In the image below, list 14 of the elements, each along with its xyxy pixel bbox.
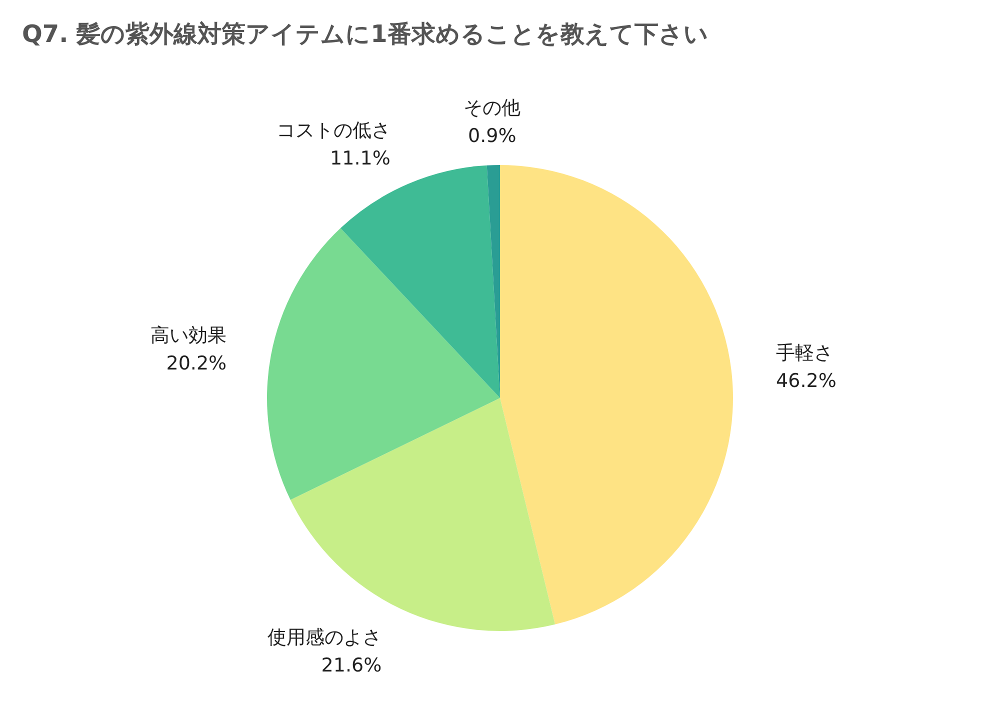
chart-title: Q7. 髪の紫外線対策アイテムに1番求めることを教えて下さい xyxy=(22,20,708,48)
data-label: 0.9% xyxy=(468,125,516,148)
slice-label: その他 xyxy=(464,97,521,120)
data-label: 46.2% xyxy=(776,370,836,392)
slice-label: 手軽さ xyxy=(776,342,834,364)
data-label: 11.1% xyxy=(330,148,390,170)
data-label: 21.6% xyxy=(321,654,382,677)
slice-label: コストの低さ xyxy=(276,120,390,142)
pie-slice xyxy=(340,165,500,398)
data-label: 20.2% xyxy=(166,352,227,375)
slice-label: 高い効果 xyxy=(150,324,227,347)
pie-slice xyxy=(500,165,733,624)
slice-label: 使用感のよさ xyxy=(268,626,382,649)
pie-slice xyxy=(267,228,500,500)
